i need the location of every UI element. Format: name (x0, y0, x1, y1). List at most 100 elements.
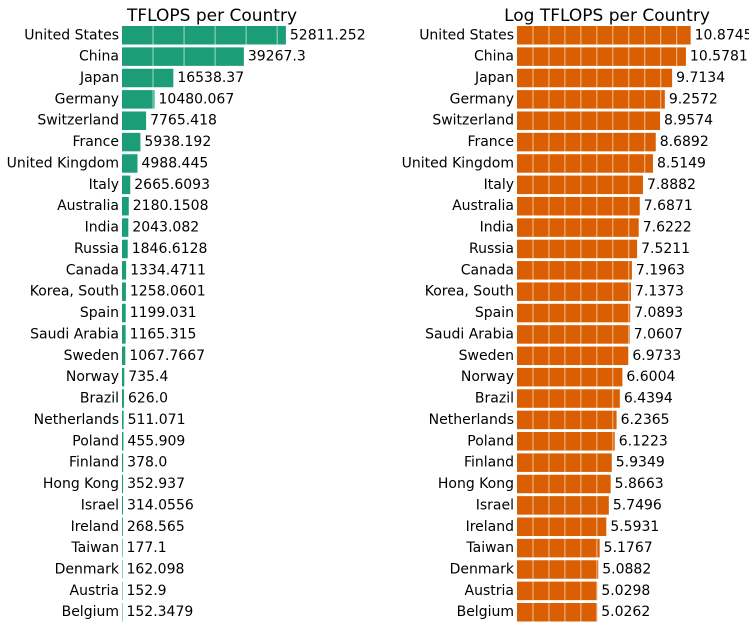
left-y-tick-label: Austria (70, 583, 119, 599)
right-data-label: 10.5781 (690, 49, 748, 65)
right-bar (517, 602, 598, 622)
left-bar (122, 303, 126, 323)
right-data-label: 6.4394 (624, 391, 673, 407)
left-bar (122, 410, 124, 430)
left-data-label: 1165.315 (130, 326, 197, 342)
right-data-label: 7.0607 (634, 326, 683, 342)
left-bar (122, 496, 123, 515)
right-bar (517, 218, 639, 237)
left-y-tick-label: Denmark (55, 562, 120, 578)
left-y-tick-label: Sweden (64, 348, 119, 364)
left-data-label: 10480.067 (159, 91, 235, 107)
left-bar (122, 389, 124, 408)
left-y-tick-label: Germany (55, 91, 119, 107)
left-y-tick-label: Norway (66, 369, 119, 385)
left-y-tick-label: Australia (57, 198, 119, 214)
left-bar (122, 560, 123, 579)
right-y-tick-label: Ireland (466, 519, 514, 535)
left-chart-panel: TFLOPS per Country United States China Jap… (7, 6, 366, 622)
left-bar (122, 432, 124, 451)
left-data-label: 52811.252 (290, 27, 366, 43)
right-bar (517, 282, 631, 301)
left-y-tick-label: United Kingdom (7, 155, 119, 171)
right-y-tick-label: Russia (469, 241, 514, 257)
right-data-label: 9.7134 (676, 70, 725, 86)
left-data-label: 152.9 (126, 583, 166, 599)
right-bar (517, 581, 598, 601)
right-data-label: 5.0298 (601, 583, 650, 599)
right-bar (517, 410, 617, 430)
right-bar (517, 389, 620, 408)
left-data-label: 16538.37 (177, 70, 244, 86)
right-y-tick-label: Denmark (450, 562, 515, 578)
left-bar (122, 517, 123, 537)
right-data-label: 7.1963 (636, 262, 685, 278)
left-data-label: 1334.4711 (130, 262, 206, 278)
right-bar (517, 90, 665, 109)
left-y-tick-label: Israel (81, 497, 119, 513)
right-y-tick-label: Germany (450, 91, 514, 107)
right-y-tick-label: Hong Kong (438, 476, 514, 492)
left-data-label: 735.4 (128, 369, 168, 385)
left-data-label: 268.565 (127, 519, 185, 535)
right-bar (517, 303, 631, 323)
left-data-label: 1846.6128 (132, 241, 208, 257)
left-y-tick-label: Hong Kong (43, 476, 119, 492)
right-data-label: 5.0262 (601, 604, 650, 620)
left-data-label: 1199.031 (130, 305, 197, 321)
right-bar (517, 453, 612, 472)
right-chart-title: Log TFLOPS per Country (504, 6, 710, 26)
left-y-tick-label: Switzerland (37, 113, 119, 129)
left-chart-bars (122, 26, 286, 622)
right-data-label: 7.8882 (647, 177, 696, 193)
left-data-label: 39267.3 (248, 49, 306, 65)
left-bar (122, 282, 126, 301)
right-data-label: 9.2572 (669, 91, 718, 107)
left-bar (122, 346, 126, 366)
left-y-tick-label: United States (24, 27, 119, 43)
left-data-label: 5938.192 (144, 134, 211, 150)
right-bar (517, 154, 653, 173)
right-data-label: 5.9349 (616, 455, 665, 471)
right-bar (517, 196, 640, 216)
right-data-label: 5.1767 (604, 540, 653, 556)
right-data-label: 5.0882 (602, 562, 651, 578)
right-bar (517, 496, 609, 515)
right-bar (517, 239, 638, 259)
left-bar (122, 261, 127, 280)
right-chart-y-ticks: United States China Japan Germany Switzerlan… (402, 27, 515, 620)
right-y-tick-label: Brazil (475, 391, 514, 407)
left-bar (122, 90, 155, 109)
right-y-tick-label: United Kingdom (402, 155, 514, 171)
left-data-label: 177.1 (127, 540, 167, 556)
right-data-label: 7.5211 (641, 241, 690, 257)
left-data-label: 314.0556 (127, 497, 194, 513)
right-bar (517, 68, 673, 88)
right-y-tick-label: Finland (464, 455, 514, 471)
left-chart-title: TFLOPS per Country (126, 6, 297, 26)
right-bar (517, 47, 686, 66)
left-bar (122, 47, 244, 66)
right-data-label: 6.1223 (619, 433, 668, 449)
left-bar (122, 196, 129, 216)
right-y-tick-label: Italy (484, 177, 514, 193)
left-data-label: 2043.082 (132, 220, 199, 236)
right-bar (517, 538, 600, 558)
right-y-tick-label: Austria (465, 583, 514, 599)
right-y-tick-label: China (474, 49, 514, 65)
left-y-tick-label: Ireland (71, 519, 119, 535)
left-data-label: 511.071 (128, 412, 186, 428)
left-bar (122, 474, 124, 494)
left-bar (122, 538, 123, 558)
left-bar (122, 325, 126, 344)
right-bar (517, 325, 630, 344)
right-data-label: 6.6004 (626, 369, 675, 385)
right-y-tick-label: Taiwan (465, 540, 514, 556)
left-data-label: 4988.445 (141, 155, 208, 171)
left-y-tick-label: Spain (80, 305, 119, 321)
right-y-tick-label: France (467, 134, 514, 150)
left-bar (122, 68, 174, 88)
right-data-label: 5.8663 (615, 476, 664, 492)
left-bar (122, 132, 141, 152)
